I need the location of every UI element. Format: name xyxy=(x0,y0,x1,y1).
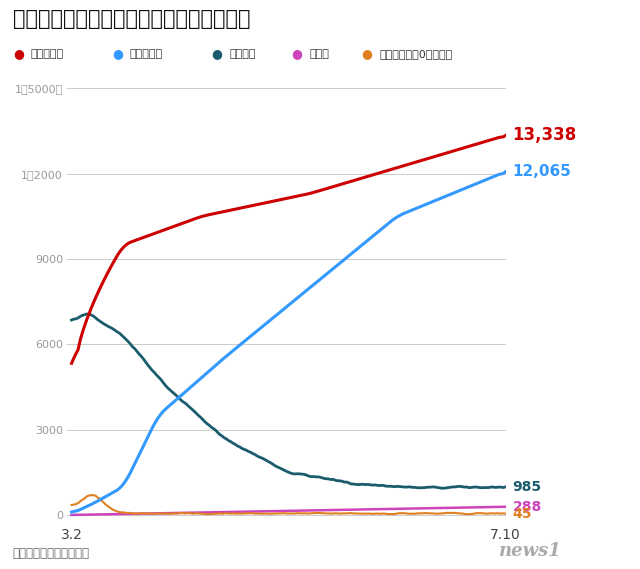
Text: ●: ● xyxy=(13,48,24,60)
Text: news1: news1 xyxy=(499,542,562,560)
Text: 985: 985 xyxy=(513,480,541,494)
Text: 死亡者: 死亡者 xyxy=(309,49,329,59)
Text: 288: 288 xyxy=(513,500,542,514)
Text: 資料：疾病管理本部提供: 資料：疾病管理本部提供 xyxy=(13,547,90,560)
Text: ●: ● xyxy=(211,48,222,60)
Text: 累計患者: 累計患者 xyxy=(229,49,255,59)
Text: 新規感染者（0時基準）: 新規感染者（0時基準） xyxy=(380,49,452,59)
Text: 12,065: 12,065 xyxy=(513,164,572,179)
Text: ●: ● xyxy=(362,48,372,60)
Text: 累計感染者: 累計感染者 xyxy=(31,49,64,59)
Text: ●: ● xyxy=(112,48,123,60)
Text: ●: ● xyxy=(291,48,302,60)
Text: 韓国の新型コロナウイルス感染者数の推移: 韓国の新型コロナウイルス感染者数の推移 xyxy=(13,9,250,28)
Text: 累計完治者: 累計完治者 xyxy=(130,49,163,59)
Text: 13,338: 13,338 xyxy=(513,126,577,145)
Text: 45: 45 xyxy=(513,506,532,521)
